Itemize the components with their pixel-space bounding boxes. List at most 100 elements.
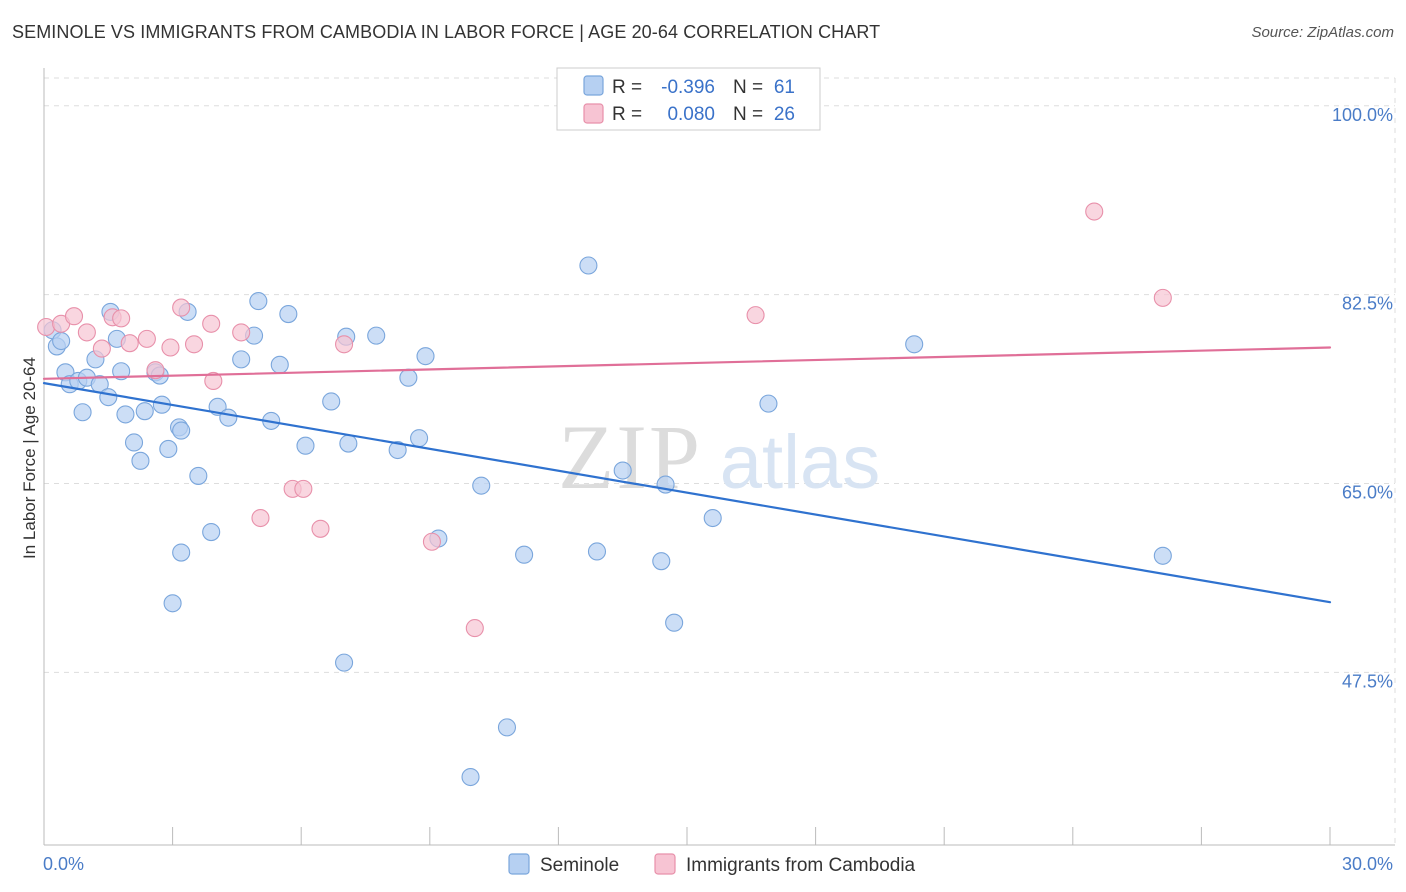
cambodia-point-7 [120,334,139,353]
y-axis-title: In Labor Force | Age 20-64 [20,357,39,559]
seminole-point-52 [579,256,598,275]
chart-title: SEMINOLE VS IMMIGRANTS FROM CAMBODIA IN … [12,22,881,42]
seminole-point-55 [652,552,671,571]
watermark-zip: ZIP [558,406,702,508]
legend-n-value-seminole: 61 [774,77,795,98]
bottom-legend-label-cambodia: Immigrants from Cambodia [686,855,916,876]
bottom-legend-swatch-seminole [508,853,530,875]
cambodia-point-9 [146,361,165,380]
cambodia-trend-line [42,346,1332,380]
seminole-point-15 [124,433,144,452]
seminole-point-27 [163,594,182,613]
axes [43,68,1395,846]
seminole-point-44 [410,429,429,448]
y-tick-label-2: 82.5% [1342,294,1393,314]
trend-lines [42,346,1332,604]
seminole-point-43 [399,368,418,387]
seminole-point-25 [189,466,208,485]
seminole-point-13 [112,362,131,381]
cambodia-point-6 [112,309,131,328]
seminole-point-36 [279,304,298,324]
cambodia-point-25 [1153,288,1172,307]
seminole-point-50 [497,718,517,737]
watermark-atlas: atlas [720,420,881,505]
seminole-point-6 [73,403,92,422]
seminole-point-2 [52,331,71,351]
cambodia-point-24 [1085,202,1104,221]
legend-n-label-cambodia: N = [733,104,763,125]
legend-n-label-seminole: N = [733,77,763,98]
cambodia-point-13 [202,314,221,333]
legend-r-label-seminole: R = [612,77,642,98]
x-tick-label-1: 30.0% [1342,854,1393,874]
seminole-point-58 [703,508,722,528]
y-tick-label-3: 100.0% [1332,105,1393,125]
gridlines [44,77,1396,845]
cambodia-point-21 [422,532,441,551]
legend-n-value-cambodia: 26 [774,104,795,125]
cambodia-point-20 [335,335,354,354]
seminole-point-51 [461,767,480,787]
seminole-point-35 [270,355,289,374]
cambodia-point-23 [746,306,765,325]
x-tick-label-0: 0.0% [43,854,84,874]
cambodia-point-14 [204,371,223,391]
seminole-point-57 [665,613,684,632]
seminole-point-53 [587,542,607,561]
seminole-point-10 [99,388,118,407]
tick-labels: 47.5% 65.0% 82.5% 100.0% 0.0% 30.0% [43,105,1393,874]
seminole-point-26 [172,543,191,562]
seminole-point-59 [759,394,778,413]
cambodia-point-10 [161,338,180,357]
seminole-trend-line [42,382,1332,604]
seminole-point-49 [515,545,534,564]
legend-bottom: Seminole Immigrants from Cambodia [508,853,916,876]
seminole-point-47 [335,653,354,672]
chart-source: Source: ZipAtlas.com [1251,24,1394,41]
bottom-legend-label-seminole: Seminole [540,855,619,876]
seminole-point-45 [416,347,435,366]
legend-r-value-cambodia: 0.080 [667,104,715,125]
seminole-point-60 [905,335,924,354]
y-tick-label-1: 65.0% [1342,482,1393,502]
seminole-point-61 [1153,546,1172,565]
seminole-point-38 [322,392,341,411]
seminole-point-16 [131,451,150,470]
cambodia-point-22 [465,619,484,638]
seminole-point-28 [202,522,221,542]
series-seminole [43,256,1172,787]
legend-top: R = -0.396 N = 61 R = 0.080 N = 26 [556,67,821,131]
seminole-point-23 [172,421,191,440]
cambodia-point-3 [77,323,96,342]
legend-swatch-cambodia [583,103,604,124]
cambodia-point-8 [137,329,156,348]
y-tick-label-0: 47.5% [1342,671,1393,691]
seminole-point-42 [388,440,407,460]
seminole-point-17 [135,402,154,421]
seminole-point-21 [159,439,178,458]
seminole-point-30 [219,408,238,427]
seminole-point-14 [116,405,135,424]
bottom-legend-swatch-cambodia [654,853,676,875]
cambodia-point-16 [251,508,270,528]
watermark: ZIP atlas [558,406,880,508]
legend-r-label-cambodia: R = [612,104,642,125]
seminole-point-37 [296,436,315,455]
cambodia-point-18 [294,479,313,498]
seminole-point-31 [232,350,251,369]
cambodia-point-4 [92,339,111,358]
seminole-point-40 [339,434,358,453]
cambodia-point-0 [37,317,56,337]
cambodia-point-12 [184,335,204,354]
legend-r-value-seminole: -0.396 [661,77,715,98]
legend-swatch-seminole [583,75,604,96]
seminole-point-48 [472,476,491,495]
cambodia-point-19 [311,519,330,538]
seminole-point-54 [613,461,632,480]
seminole-point-41 [367,326,386,345]
cambodia-point-11 [172,298,191,317]
cambodia-point-2 [64,307,84,326]
series-cambodia [37,202,1172,638]
cambodia-point-15 [232,323,251,342]
